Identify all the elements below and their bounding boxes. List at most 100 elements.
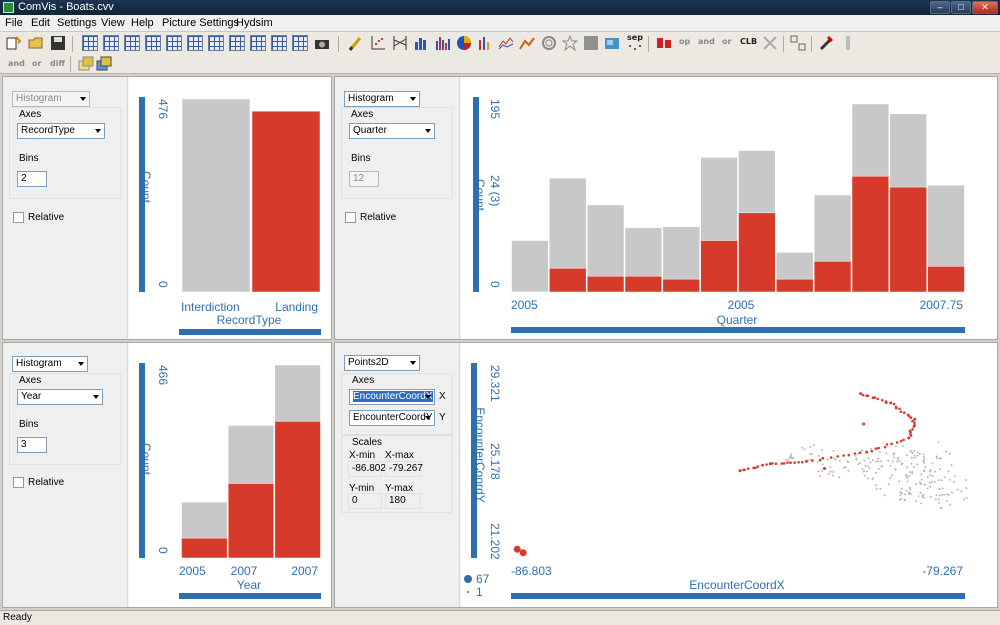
selected-bar-11[interactable] bbox=[889, 186, 927, 293]
histogram-icon[interactable] bbox=[413, 35, 429, 51]
menu-edit[interactable]: Edit bbox=[31, 17, 50, 29]
bins-input[interactable]: 12 bbox=[349, 171, 379, 187]
sep-dots-icon[interactable] bbox=[627, 43, 643, 53]
selected-bar-2[interactable] bbox=[227, 483, 275, 559]
view-layout-11-icon[interactable] bbox=[292, 35, 308, 51]
save-icon[interactable] bbox=[50, 35, 66, 51]
bins-input[interactable]: 2 bbox=[17, 171, 47, 187]
layers-color-icon[interactable] bbox=[96, 56, 112, 72]
selected-bar-10[interactable] bbox=[851, 175, 890, 293]
view-layout-9-icon[interactable] bbox=[250, 35, 266, 51]
view-layout-8-icon[interactable] bbox=[229, 35, 245, 51]
or-label[interactable]: or bbox=[722, 37, 732, 46]
xmin-field[interactable]: -86.802 bbox=[348, 461, 386, 477]
selected-bar-7[interactable] bbox=[738, 212, 776, 293]
clb-label[interactable]: CLB bbox=[740, 37, 758, 46]
circular-icon[interactable] bbox=[541, 35, 557, 51]
context-point-10 bbox=[922, 496, 925, 499]
selected-bar-2[interactable] bbox=[251, 110, 321, 293]
scatterplot-icon[interactable] bbox=[370, 35, 386, 51]
selected-bar-4[interactable] bbox=[624, 275, 663, 293]
menu-view[interactable]: View bbox=[101, 17, 125, 29]
resize-icon[interactable] bbox=[790, 35, 806, 51]
view-type-dropdown[interactable]: Histogram bbox=[344, 91, 420, 107]
new-tool-icon[interactable] bbox=[6, 35, 22, 51]
selected-bar-8[interactable] bbox=[776, 278, 814, 293]
x-axis-slider[interactable] bbox=[511, 327, 965, 333]
axis-dropdown[interactable]: Year bbox=[17, 389, 103, 405]
close-button[interactable]: ✕ bbox=[972, 1, 998, 14]
selected-bar-3[interactable] bbox=[586, 275, 625, 293]
star-glyph-icon[interactable] bbox=[561, 34, 579, 52]
y-axis-slider[interactable] bbox=[139, 363, 145, 558]
selected-bar-6[interactable] bbox=[700, 240, 738, 293]
view-type-dropdown[interactable]: Points2D bbox=[344, 355, 420, 371]
view-layout-7-icon[interactable] bbox=[208, 35, 224, 51]
camera-icon[interactable] bbox=[314, 35, 330, 51]
y-axis-slider[interactable] bbox=[471, 363, 477, 558]
x-axis-slider[interactable] bbox=[179, 593, 321, 599]
and2-label[interactable]: and bbox=[8, 59, 25, 68]
selected-bar-9[interactable] bbox=[813, 261, 852, 293]
context-bar-1[interactable] bbox=[511, 240, 549, 293]
3d-view-icon[interactable] bbox=[604, 35, 620, 51]
pie-chart-icon[interactable] bbox=[456, 35, 472, 51]
open-folder-icon[interactable] bbox=[28, 35, 44, 51]
parallel-coords-icon[interactable] bbox=[392, 35, 408, 51]
or2-label[interactable]: or bbox=[32, 59, 42, 68]
view-layout-6-icon[interactable] bbox=[187, 35, 203, 51]
view-layout-10-icon[interactable] bbox=[271, 35, 287, 51]
context-bar-1[interactable] bbox=[181, 98, 251, 293]
selected-point-trail-5 bbox=[858, 451, 862, 454]
y-axis-dropdown[interactable]: EncounterCoordY bbox=[349, 410, 435, 426]
view-layout-4-icon[interactable] bbox=[145, 35, 161, 51]
relative-checkbox[interactable] bbox=[13, 212, 24, 223]
bins-input[interactable]: 3 bbox=[17, 437, 47, 453]
bar-chart-icon[interactable] bbox=[477, 35, 493, 51]
view-type-dropdown[interactable]: Histogram bbox=[12, 91, 90, 107]
menu-settings[interactable]: Settings bbox=[57, 17, 97, 29]
relative-checkbox[interactable] bbox=[345, 212, 356, 223]
menu-file[interactable]: File bbox=[5, 17, 23, 29]
axis-dropdown[interactable]: RecordType bbox=[17, 123, 105, 139]
selected-bar-2[interactable] bbox=[549, 267, 587, 293]
brush-icon[interactable] bbox=[348, 35, 364, 51]
x-axis-slider[interactable] bbox=[179, 329, 321, 335]
selected-bar-5[interactable] bbox=[662, 278, 700, 293]
surface-icon[interactable] bbox=[583, 35, 599, 51]
line-graph-icon[interactable] bbox=[519, 35, 535, 51]
view-layout-5-icon[interactable] bbox=[166, 35, 182, 51]
layers-icon[interactable] bbox=[78, 56, 94, 72]
timeseries-icon[interactable] bbox=[498, 35, 514, 51]
paint-bucket-icon[interactable] bbox=[818, 35, 834, 51]
view-layout-2-icon[interactable] bbox=[103, 35, 119, 51]
xmax-field[interactable]: -79.267 bbox=[385, 461, 423, 477]
view-type-dropdown[interactable]: Histogram bbox=[12, 356, 88, 372]
minimize-button[interactable]: – bbox=[930, 1, 950, 14]
op-label[interactable]: op bbox=[679, 37, 691, 46]
and-label[interactable]: and bbox=[698, 37, 715, 46]
view-layout-3-icon[interactable] bbox=[124, 35, 140, 51]
menu-picture-settings[interactable]: Picture Settings bbox=[162, 17, 240, 29]
x-axis-dropdown[interactable]: EncounterCoordX bbox=[349, 389, 435, 405]
selected-bar-12[interactable] bbox=[927, 266, 965, 293]
x-axis-slider[interactable] bbox=[511, 593, 965, 599]
y-axis-slider[interactable] bbox=[139, 97, 145, 292]
selected-bar-1[interactable] bbox=[181, 537, 228, 559]
menu-help[interactable]: Help bbox=[131, 17, 154, 29]
relative-checkbox[interactable] bbox=[13, 477, 24, 488]
multi-histogram-icon[interactable] bbox=[435, 35, 451, 51]
selected-bar-3[interactable] bbox=[274, 421, 321, 559]
y-axis-slider[interactable] bbox=[473, 97, 479, 292]
sep-label[interactable]: sep bbox=[627, 33, 643, 42]
view-layout-1-icon[interactable] bbox=[82, 35, 98, 51]
menu-hydsim[interactable]: Hydsim bbox=[236, 17, 273, 29]
select-red-icon[interactable] bbox=[656, 35, 672, 51]
ymax-field[interactable]: 180 bbox=[385, 493, 421, 509]
crossed-icon[interactable] bbox=[762, 35, 778, 51]
slider-handle-icon[interactable] bbox=[840, 35, 856, 51]
ymin-field[interactable]: 0 bbox=[348, 493, 382, 509]
axis-dropdown[interactable]: Quarter bbox=[349, 123, 435, 139]
diff-label[interactable]: diff bbox=[50, 59, 65, 68]
maximize-button[interactable]: □ bbox=[951, 1, 971, 14]
